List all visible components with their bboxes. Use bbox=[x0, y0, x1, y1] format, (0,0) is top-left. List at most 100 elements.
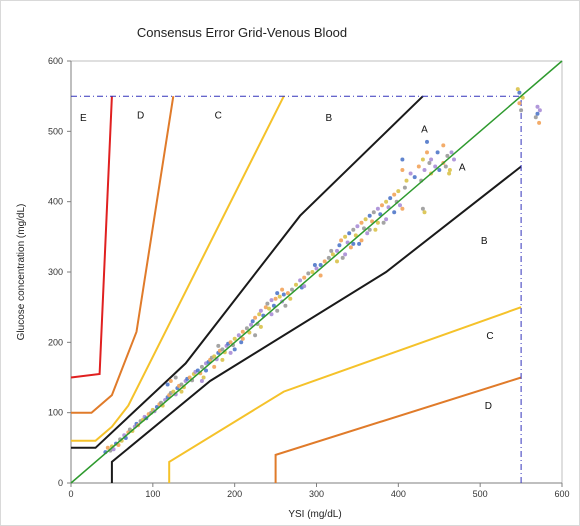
zone-boundary-a-b-line bbox=[110, 165, 522, 483]
data-point bbox=[537, 108, 542, 113]
data-point bbox=[258, 308, 263, 313]
data-point bbox=[447, 168, 452, 172]
data-point bbox=[288, 296, 293, 301]
data-point bbox=[367, 227, 372, 232]
data-point bbox=[298, 278, 303, 283]
data-point bbox=[535, 104, 540, 109]
data-point bbox=[257, 312, 262, 317]
data-point bbox=[445, 153, 450, 158]
data-point bbox=[277, 294, 282, 299]
y-axis-label: Glucose concentration (mg/dL) bbox=[16, 204, 27, 341]
data-point bbox=[280, 287, 285, 292]
data-point bbox=[285, 291, 290, 296]
zone-label-c: C bbox=[486, 331, 493, 342]
data-point bbox=[310, 270, 315, 274]
data-point bbox=[239, 340, 244, 345]
data-point bbox=[367, 213, 372, 218]
zone-label-a: A bbox=[421, 125, 428, 136]
zone-label-d: D bbox=[485, 401, 492, 412]
data-point bbox=[384, 199, 389, 204]
data-point bbox=[326, 255, 331, 260]
data-point bbox=[168, 379, 173, 383]
data-point bbox=[105, 445, 110, 450]
data-point bbox=[195, 368, 200, 373]
data-point bbox=[250, 319, 255, 324]
data-point bbox=[290, 287, 294, 292]
zone-label-d: D bbox=[137, 111, 144, 122]
data-point bbox=[273, 296, 278, 301]
data-point bbox=[228, 340, 233, 345]
y-tick-label: 200 bbox=[48, 337, 63, 347]
data-point bbox=[220, 357, 225, 362]
data-point bbox=[435, 150, 440, 155]
data-point bbox=[425, 150, 429, 155]
data-point bbox=[179, 382, 184, 387]
data-point bbox=[232, 347, 237, 352]
data-point bbox=[396, 189, 401, 194]
data-point bbox=[429, 157, 434, 162]
data-point bbox=[244, 326, 249, 331]
data-point bbox=[267, 306, 271, 311]
data-point bbox=[378, 212, 383, 217]
data-point bbox=[515, 87, 520, 92]
data-point bbox=[427, 161, 432, 165]
data-point bbox=[179, 389, 184, 394]
data-point bbox=[330, 252, 335, 257]
chart-title: Consensus Error Grid-Venous Blood bbox=[137, 25, 347, 40]
y-tick-label: 600 bbox=[48, 56, 63, 66]
data-point bbox=[249, 322, 253, 327]
data-point bbox=[412, 175, 417, 180]
zone-boundary-d-e-line bbox=[70, 96, 113, 379]
zone-boundary-a-b-line bbox=[71, 95, 424, 449]
data-point bbox=[199, 364, 204, 369]
data-point bbox=[416, 164, 421, 169]
data-point bbox=[420, 206, 425, 211]
data-point bbox=[263, 305, 268, 310]
data-point bbox=[322, 259, 327, 264]
data-point bbox=[517, 101, 522, 106]
data-point bbox=[359, 238, 364, 243]
data-point bbox=[335, 248, 339, 253]
data-point bbox=[347, 231, 352, 236]
x-axis-label: YSI (mg/dL) bbox=[288, 509, 341, 520]
data-point bbox=[220, 347, 225, 352]
data-point bbox=[380, 203, 384, 208]
data-point bbox=[199, 379, 204, 383]
data-point bbox=[232, 336, 237, 341]
data-point bbox=[312, 263, 317, 267]
data-point bbox=[165, 382, 170, 387]
data-point bbox=[281, 292, 286, 297]
data-point bbox=[343, 252, 348, 257]
identity-line bbox=[70, 60, 563, 484]
data-point bbox=[275, 308, 280, 313]
data-point bbox=[236, 333, 241, 338]
data-point bbox=[216, 343, 221, 348]
data-point bbox=[392, 210, 397, 215]
data-point bbox=[443, 164, 448, 169]
zone-boundary-c-d-line bbox=[274, 376, 522, 483]
data-point bbox=[517, 90, 522, 95]
data-point bbox=[357, 241, 362, 246]
data-point bbox=[398, 203, 402, 208]
data-point bbox=[294, 282, 298, 287]
y-tick-label: 500 bbox=[48, 126, 63, 136]
zone-label-e: E bbox=[80, 113, 87, 124]
data-point bbox=[275, 291, 280, 296]
data-point bbox=[258, 324, 263, 329]
data-point bbox=[363, 217, 368, 222]
data-point bbox=[384, 217, 389, 222]
data-point bbox=[283, 303, 288, 308]
data-point bbox=[329, 248, 334, 253]
data-point bbox=[201, 375, 206, 380]
data-point bbox=[335, 259, 339, 264]
data-point bbox=[375, 206, 380, 211]
zone-boundary-b-c-line bbox=[71, 95, 285, 442]
zone-label-a: A bbox=[459, 163, 466, 174]
data-point bbox=[204, 368, 208, 373]
data-point bbox=[212, 364, 217, 369]
data-point bbox=[306, 271, 311, 276]
data-point bbox=[425, 139, 429, 144]
y-tick-label: 0 bbox=[58, 478, 63, 488]
x-tick-label: 100 bbox=[145, 489, 160, 499]
